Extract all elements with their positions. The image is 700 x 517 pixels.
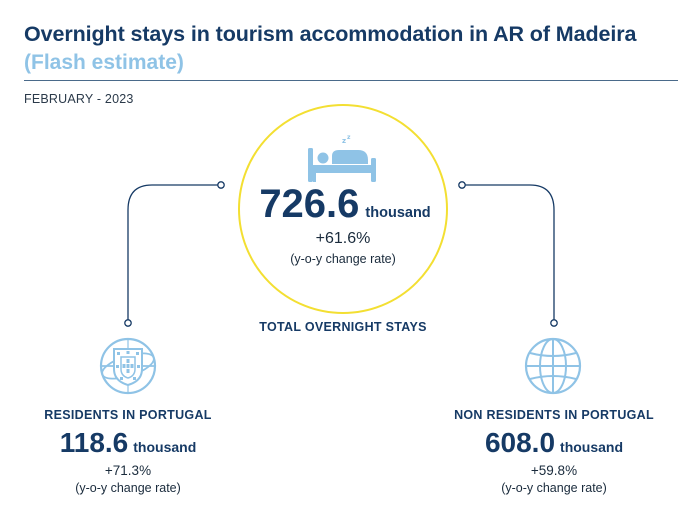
- non-residents-unit: thousand: [560, 439, 624, 455]
- reference-period: FEBRUARY - 2023: [24, 92, 134, 106]
- right-connector-bottom-dot: [550, 319, 558, 327]
- residents-change-rate: +71.3%: [104, 463, 152, 478]
- left-connector: [127, 184, 221, 322]
- residents-label: RESIDENTS IN PORTUGAL: [44, 408, 212, 422]
- portugal-coat-of-arms-icon: [99, 337, 157, 395]
- page-subtitle: (Flash estimate): [24, 51, 184, 74]
- globe-icon: [524, 337, 582, 395]
- residents-rate-note: (y-o-y change rate): [75, 481, 181, 495]
- total-ring: [238, 104, 448, 314]
- total-rate-note: (y-o-y change rate): [290, 252, 396, 266]
- total-overnight-value: 726.6: [259, 182, 360, 226]
- right-connector: [462, 184, 555, 322]
- non-residents-change-rate: +59.8%: [530, 463, 578, 478]
- bed-icon: z z: [308, 134, 376, 182]
- total-unit: thousand: [365, 205, 431, 221]
- left-connector-top-dot: [217, 181, 225, 189]
- non-residents-value: 608.0: [484, 427, 556, 458]
- header-divider: [24, 80, 678, 81]
- svg-text:z: z: [347, 134, 351, 141]
- residents-value: 118.6: [59, 427, 129, 458]
- residents-value-line: 118.6 thousand: [18, 427, 238, 459]
- left-connector-bottom-dot: [124, 319, 132, 327]
- non-residents-label: NON RESIDENTS IN PORTUGAL: [454, 408, 654, 422]
- svg-text:z: z: [342, 137, 346, 145]
- non-residents-rate-note: (y-o-y change rate): [501, 481, 607, 495]
- page-title: Overnight stays in tourism accommodation…: [24, 22, 637, 46]
- non-residents-value-line: 608.0 thousand: [433, 427, 675, 459]
- residents-unit: thousand: [133, 439, 197, 455]
- right-connector-top-dot: [458, 181, 466, 189]
- total-overnight-label: TOTAL OVERNIGHT STAYS: [259, 320, 427, 334]
- total-change-rate: +61.6%: [315, 230, 371, 247]
- total-value-line: 726.6 thousand: [250, 182, 440, 227]
